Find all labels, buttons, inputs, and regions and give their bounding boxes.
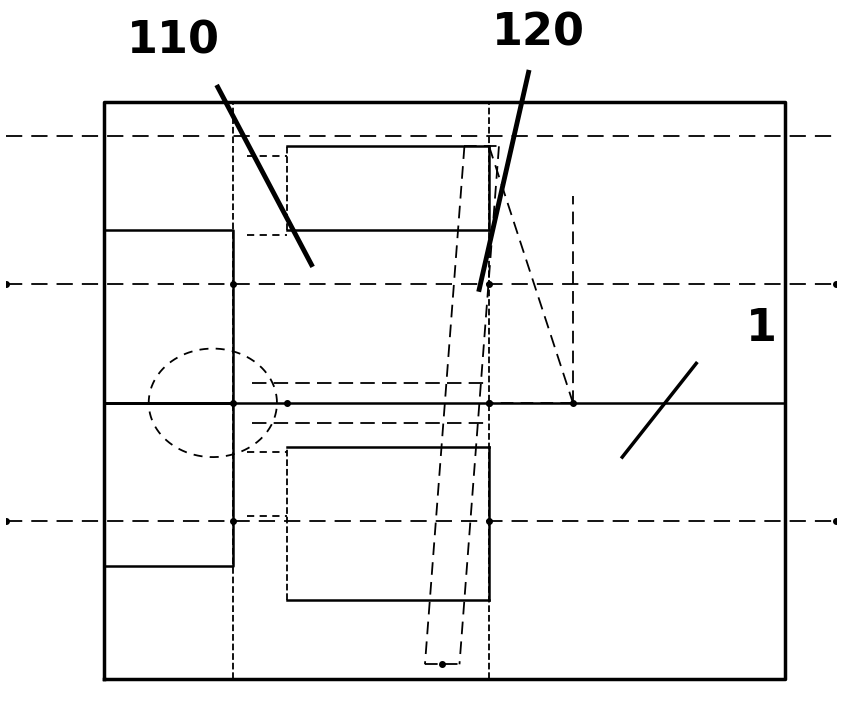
Text: 110: 110 (127, 19, 220, 62)
Text: 120: 120 (492, 11, 585, 54)
Text: 1: 1 (745, 307, 776, 350)
